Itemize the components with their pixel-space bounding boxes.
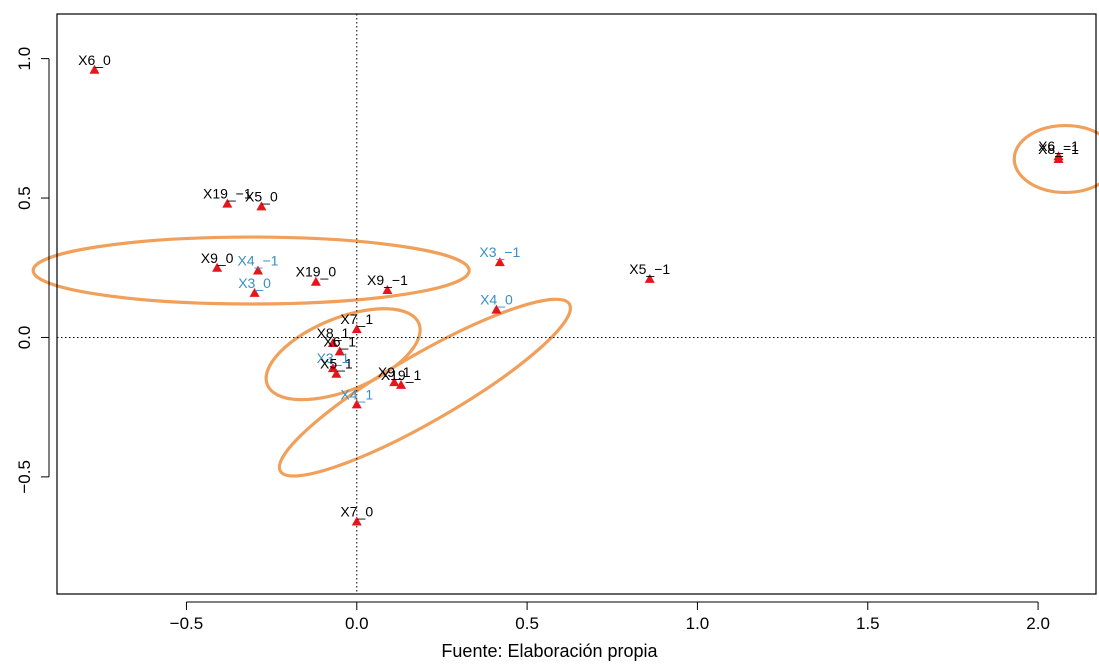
point-label: X9_1 xyxy=(378,364,411,380)
point-label: X8_−1 xyxy=(1038,141,1079,157)
point-label: X4_0 xyxy=(480,292,513,308)
point-marker xyxy=(351,516,362,526)
highlight-ellipse-3 xyxy=(277,297,573,478)
point-label: X6_0 xyxy=(78,52,111,68)
point-marker xyxy=(351,399,362,409)
point-marker xyxy=(212,262,223,272)
point-label: X3_−1 xyxy=(479,244,520,260)
point-marker xyxy=(252,265,263,275)
x-tick-label: 1.0 xyxy=(686,614,710,633)
point-label: X5_1 xyxy=(320,356,353,372)
point-label: X4_1 xyxy=(340,386,373,402)
point-label: X6_1 xyxy=(323,333,356,349)
x-tick-label: 1.5 xyxy=(856,614,880,633)
point-marker xyxy=(389,377,400,387)
point-marker xyxy=(351,324,362,334)
point-label: X7_0 xyxy=(340,504,373,520)
x-tick-label: 0.5 xyxy=(515,614,539,633)
point-marker xyxy=(396,379,407,389)
point-label: X5_0 xyxy=(245,188,278,204)
point-label: X19_0 xyxy=(296,264,337,280)
point-label: X3_1 xyxy=(317,350,350,366)
plot-frame xyxy=(56,13,1097,595)
reference-lines xyxy=(57,14,1096,594)
point-label: X9_0 xyxy=(201,250,234,266)
point-label: X8_1 xyxy=(317,325,350,341)
point-label: X7_1 xyxy=(340,311,373,327)
point-labels: X6_0 X19_−1X5_0 X9_0 X4_−1 X19_0 X3_0 X9_−1 X3_… xyxy=(78,52,1079,520)
point-label: X6_−1 xyxy=(1038,138,1079,154)
data-points xyxy=(89,64,1064,526)
x-tick-label: 2.0 xyxy=(1026,614,1050,633)
point-marker xyxy=(382,285,393,295)
y-tick-label: −0.5 xyxy=(15,460,34,494)
point-marker xyxy=(249,287,260,297)
point-marker xyxy=(491,304,502,314)
highlight-ellipse-2 xyxy=(264,307,422,402)
highlight-ellipse-4 xyxy=(1012,123,1099,195)
point-marker xyxy=(327,338,338,348)
point-marker xyxy=(331,368,342,378)
point-marker xyxy=(334,346,345,356)
point-marker xyxy=(1053,154,1064,163)
point-marker xyxy=(222,198,233,208)
figure-caption: Fuente: Elaboración propia xyxy=(441,641,658,661)
point-marker xyxy=(644,273,655,283)
y-tick-label: 1.0 xyxy=(15,47,34,71)
x-tick-label: −0.5 xyxy=(170,614,204,633)
x-tick-label: 0.0 xyxy=(345,614,369,633)
highlight-ellipse-1 xyxy=(31,235,471,306)
point-marker xyxy=(494,257,505,267)
point-marker xyxy=(89,64,100,74)
y-tick-label: 0.5 xyxy=(15,186,34,210)
point-label: X4_−1 xyxy=(238,253,279,269)
point-label: X5_−1 xyxy=(629,261,670,277)
point-label: X19_1 xyxy=(381,367,422,383)
point-label: X3_0 xyxy=(238,275,271,291)
y-axis: −0.5 0.0 0.5 1.0 xyxy=(15,47,50,494)
x-axis: −0.5 0.0 0.5 1.0 1.5 2.0 xyxy=(170,601,1050,633)
point-marker xyxy=(310,276,321,286)
point-marker xyxy=(256,201,267,211)
y-tick-label: 0.0 xyxy=(15,326,34,350)
point-label: X9_−1 xyxy=(367,272,408,288)
point-marker xyxy=(327,363,338,373)
point-label: X19_−1 xyxy=(203,186,252,202)
highlight-ellipses xyxy=(31,123,1099,478)
